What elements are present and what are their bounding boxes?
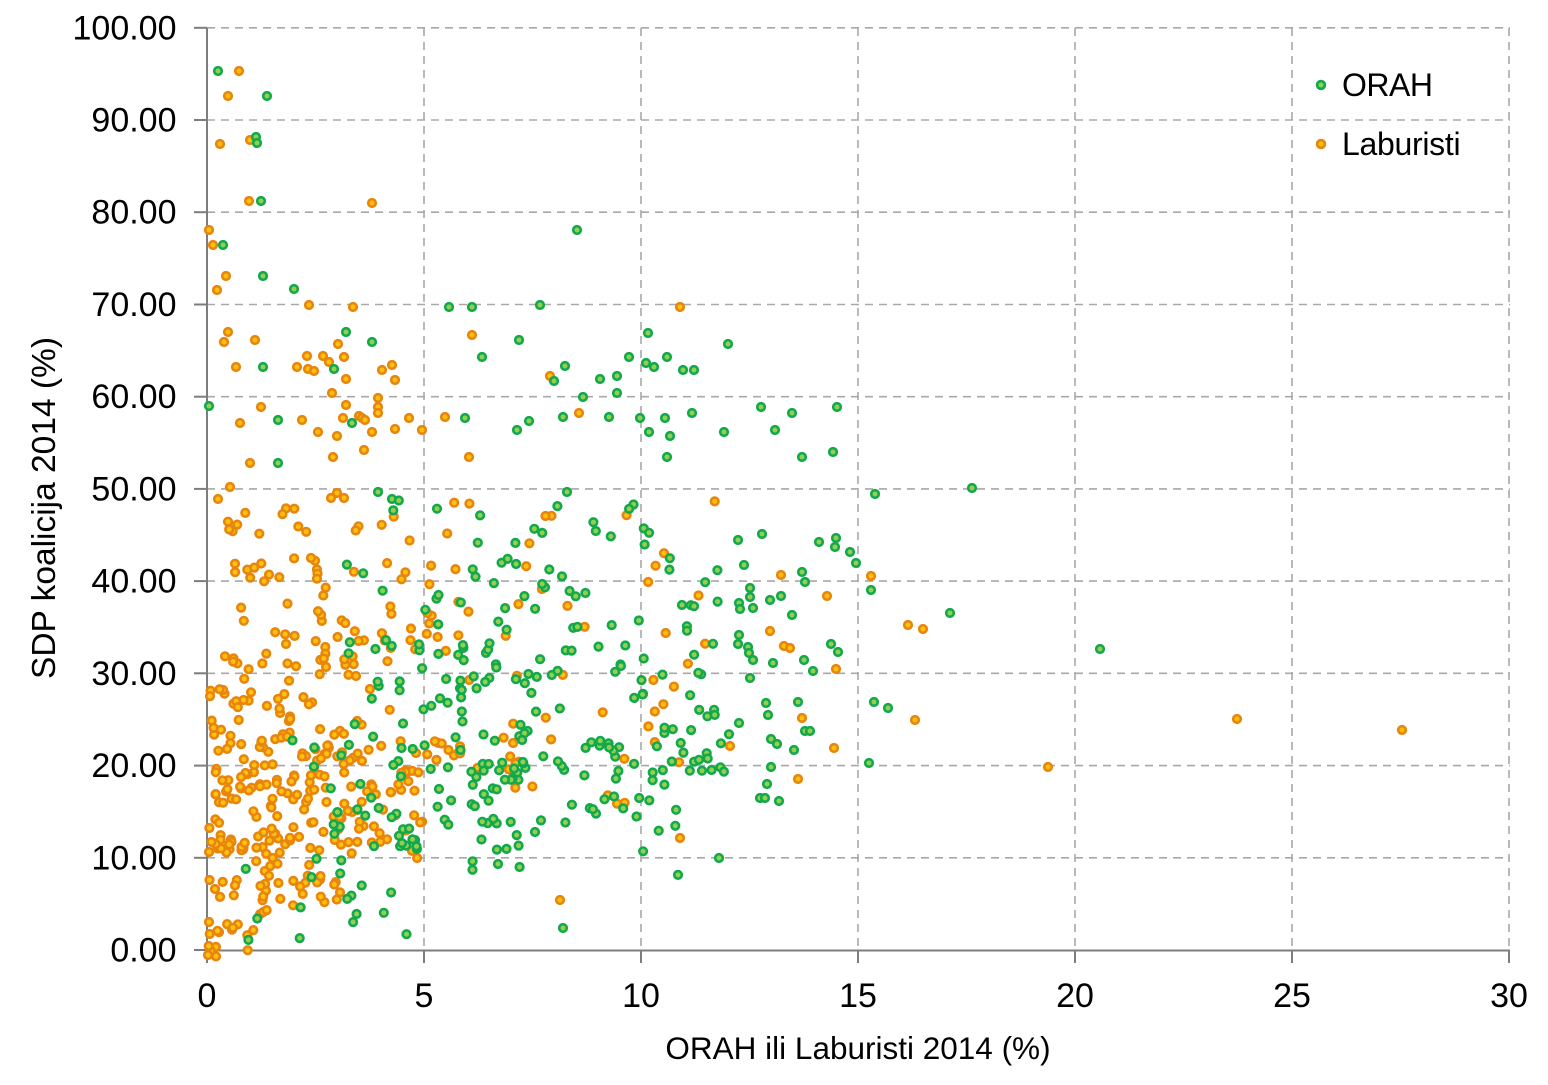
- svg-text:20.00: 20.00: [91, 747, 176, 785]
- svg-text:SDP koalicija 2014 (%): SDP koalicija 2014 (%): [26, 337, 63, 679]
- svg-text:50.00: 50.00: [91, 470, 176, 508]
- svg-text:40.00: 40.00: [91, 563, 176, 601]
- svg-text:60.00: 60.00: [91, 378, 176, 416]
- svg-text:20: 20: [1056, 977, 1094, 1015]
- svg-text:0.00: 0.00: [110, 932, 176, 970]
- svg-text:ORAH ili Laburisti 2014 (%): ORAH ili Laburisti 2014 (%): [665, 1030, 1050, 1066]
- svg-text:5: 5: [415, 977, 434, 1015]
- svg-text:0: 0: [198, 977, 217, 1015]
- svg-text:25: 25: [1273, 977, 1311, 1015]
- svg-text:30: 30: [1490, 977, 1528, 1015]
- svg-text:70.00: 70.00: [91, 286, 176, 324]
- svg-text:ORAH: ORAH: [1342, 67, 1432, 103]
- svg-text:15: 15: [839, 977, 877, 1015]
- svg-text:Laburisti: Laburisti: [1342, 126, 1460, 162]
- svg-text:30.00: 30.00: [91, 655, 176, 693]
- svg-text:10.00: 10.00: [91, 839, 176, 877]
- svg-text:80.00: 80.00: [91, 194, 176, 232]
- svg-text:100.00: 100.00: [73, 9, 177, 47]
- svg-text:90.00: 90.00: [91, 102, 176, 140]
- svg-text:10: 10: [622, 977, 660, 1015]
